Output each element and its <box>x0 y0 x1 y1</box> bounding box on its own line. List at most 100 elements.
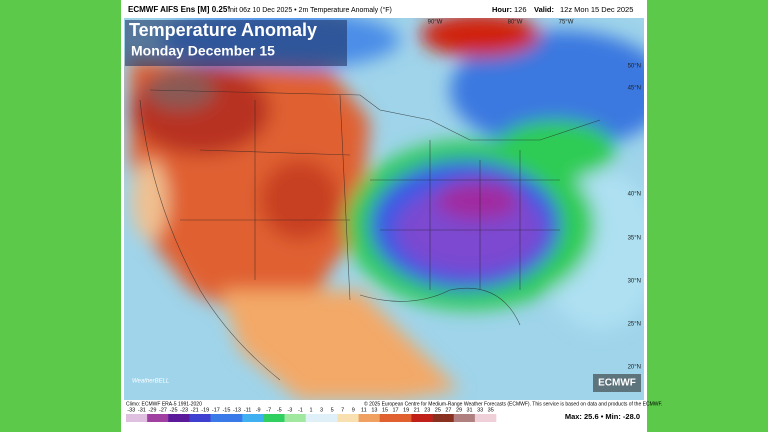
colorbar-swatch <box>390 414 402 422</box>
colorbar-label: -25 <box>170 407 178 413</box>
hour-label: Hour: <box>492 5 512 14</box>
valid-label: Valid: <box>534 5 554 14</box>
colorbar-label: 13 <box>371 407 377 413</box>
colorbar-swatch <box>126 414 137 422</box>
colorbar-swatch <box>400 414 412 422</box>
colorbar-swatch <box>453 414 465 422</box>
colorbar-swatch <box>157 414 169 422</box>
colorbar-label: -5 <box>277 407 282 413</box>
colorbar-swatch <box>200 414 211 422</box>
colorbar-label: 25 <box>435 407 441 413</box>
colorbar-swatch <box>443 414 455 422</box>
colorbar-label: -29 <box>148 407 156 413</box>
stats: Max: 25.6 • Min: -28.0 <box>565 412 640 421</box>
colorbar-swatch <box>305 414 317 422</box>
lat-label: 45°N <box>628 86 641 92</box>
colorbar-label: 33 <box>477 407 483 413</box>
colorbar-swatch <box>147 414 159 422</box>
overlay-box <box>125 20 347 66</box>
colorbar-swatch <box>252 414 264 422</box>
lon-labels: 90°W 80°W 75°W <box>428 20 574 26</box>
colorbar-label: -11 <box>244 407 252 413</box>
colorbar-swatch <box>210 414 222 422</box>
colorbar-label: 5 <box>331 407 334 413</box>
lon-label: 75°W <box>559 20 574 26</box>
lat-label: 50°N <box>628 64 641 70</box>
colorbar-swatch <box>474 414 486 422</box>
colorbar-swatch <box>485 414 497 422</box>
colorbar-swatch <box>422 414 433 422</box>
colorbar-swatch <box>432 414 444 422</box>
brand: WeatherBELL <box>132 379 169 385</box>
colorbar-label: -9 <box>256 407 261 413</box>
colorbar-label: -33 <box>127 407 135 413</box>
colorbar-label: -23 <box>180 407 188 413</box>
climo: Climo: ECMWF ERA-5 1991-2020 <box>126 401 202 407</box>
model: ECMWF AIFS Ens [M] 0.25° <box>128 5 230 14</box>
colorbar-swatch <box>369 414 381 422</box>
colorbar-swatch <box>326 414 338 422</box>
colorbar-swatch <box>231 414 243 422</box>
colorbar-label: -1 <box>298 407 303 413</box>
logo: ECMWF <box>598 378 636 389</box>
colorbar-label: 23 <box>424 407 430 413</box>
lat-label: 35°N <box>628 236 641 242</box>
colorbar-label: -15 <box>222 407 230 413</box>
colorbar-label: -13 <box>233 407 241 413</box>
colorbar-swatch <box>284 414 296 422</box>
colorbar-swatch <box>189 414 201 422</box>
colorbar-swatch <box>379 414 391 422</box>
colorbar: -33 -31 -29 -27 -25 -23 -21 -19 -17 -15 -13 -11 -9 -7… <box>126 407 497 422</box>
colorbar-swatch <box>358 414 370 422</box>
colorbar-swatch <box>295 414 307 422</box>
valid: 12z Mon 15 Dec 2025 <box>560 5 633 14</box>
colorbar-label: 7 <box>341 407 344 413</box>
colorbar-label: -21 <box>191 407 199 413</box>
init: Init 06z 10 Dec 2025 • 2m Temperature An… <box>228 6 392 14</box>
colorbar-label: 27 <box>445 407 451 413</box>
lat-label: 30°N <box>628 279 641 285</box>
colorbar-label: -19 <box>201 407 209 413</box>
lat-label: 25°N <box>628 322 641 328</box>
colorbar-label: 19 <box>403 407 409 413</box>
colorbar-label: 9 <box>352 407 355 413</box>
lon-label: 90°W <box>428 20 443 26</box>
lat-labels: 50°N 45°N 40°N 35°N 30°N 25°N 20°N <box>628 64 641 371</box>
colorbar-swatch <box>337 414 349 422</box>
colorbar-swatch <box>242 414 254 422</box>
colorbar-swatch <box>348 414 359 422</box>
colorbar-label: -7 <box>266 407 271 413</box>
colorbar-swatch <box>221 414 233 422</box>
colorbar-swatch <box>316 414 328 422</box>
colorbar-label: 31 <box>467 407 473 413</box>
colorbar-label: 29 <box>456 407 462 413</box>
overlay-title: Temperature Anomaly <box>129 20 317 40</box>
colorbar-swatch <box>263 414 275 422</box>
lon-label: 80°W <box>508 20 523 26</box>
colorbar-label: 1 <box>309 407 312 413</box>
lat-label: 40°N <box>628 192 641 198</box>
copyright: © 2025 European Centre for Medium-Range … <box>364 400 662 407</box>
colorbar-label: -3 <box>287 407 292 413</box>
colorbar-label: 21 <box>414 407 420 413</box>
lat-label: 20°N <box>628 365 641 371</box>
colorbar-swatch <box>274 414 285 422</box>
colorbar-label: 11 <box>361 407 367 413</box>
colorbar-swatch <box>178 414 190 422</box>
hour: 126 <box>514 5 527 14</box>
colorbar-swatch <box>136 414 148 422</box>
colorbar-label: 15 <box>382 407 388 413</box>
colorbar-label: -31 <box>138 407 146 413</box>
colorbar-label: -17 <box>212 407 220 413</box>
colorbar-label: 3 <box>320 407 323 413</box>
colorbar-label: 17 <box>393 407 399 413</box>
colorbar-swatch <box>411 414 423 422</box>
logo-box <box>593 374 641 392</box>
colorbar-swatch <box>464 414 476 422</box>
colorbar-label: -27 <box>159 407 167 413</box>
map <box>124 18 644 400</box>
overlay-subtitle: Monday December 15 <box>131 43 275 59</box>
colorbar-label: 35 <box>488 407 494 413</box>
